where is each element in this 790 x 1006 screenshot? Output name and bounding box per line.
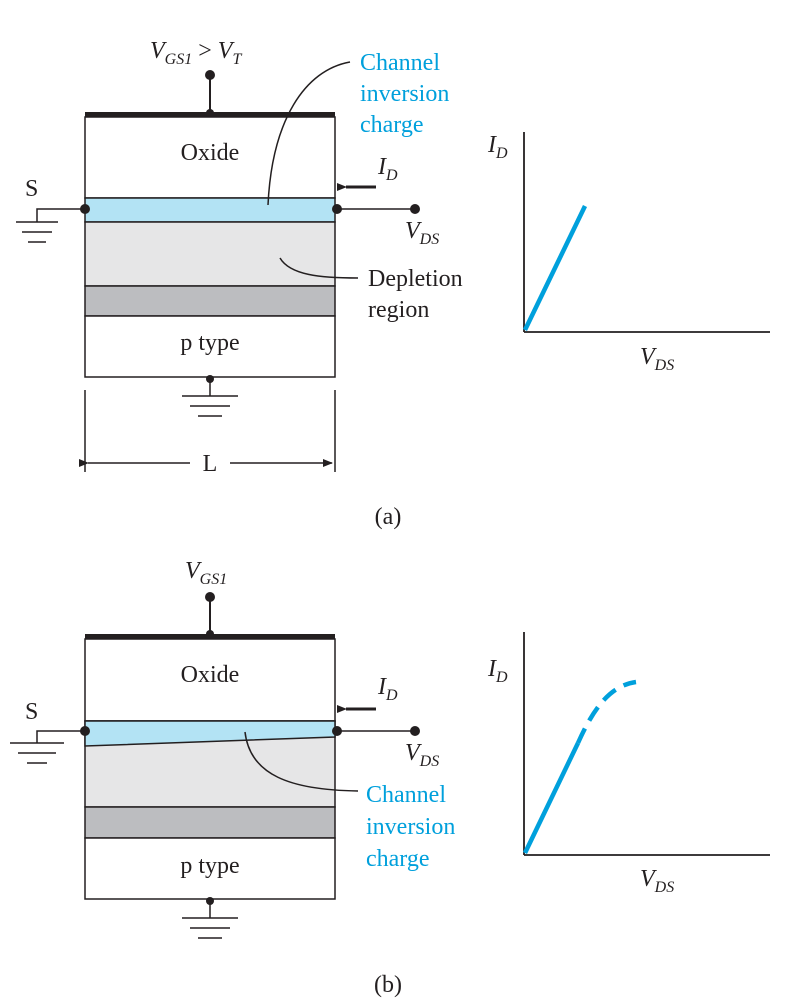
channel-callout-line [244, 731, 359, 792]
drain-current-label: ID [377, 674, 398, 704]
source-label: S [25, 176, 38, 202]
depletion-label: Depletion region [368, 266, 469, 323]
gate-electrode [85, 112, 335, 117]
doped-layer [84, 806, 336, 839]
panel-b: VGS1 Oxide p type S ID VDS [10, 558, 770, 998]
gate-electrode [85, 634, 335, 639]
graph-b-curve-linear [522, 742, 581, 854]
length-label: L [203, 451, 218, 477]
source-lead [36, 208, 85, 222]
source-label: S [25, 699, 38, 725]
ground-icon [10, 742, 64, 764]
graph-a-curve-linear [522, 205, 588, 331]
drain-voltage-label: VDS [405, 740, 439, 770]
oxide-label: Oxide [181, 140, 240, 166]
depletion-callout-line [279, 257, 359, 279]
drain-current-label: ID [377, 154, 398, 184]
ground-icon [16, 221, 58, 243]
oxide-label: Oxide [181, 662, 240, 688]
graph-b-xlabel: VDS [640, 866, 674, 896]
channel-callout-line [267, 61, 351, 206]
gate-voltage-label: VGS1 > VT [150, 38, 242, 68]
channel-label: Channel inversion charge [360, 50, 455, 138]
p-type-substrate [84, 315, 336, 378]
graph-b: ID VDS [487, 632, 770, 896]
channel-label: Channel inversion charge [366, 782, 461, 872]
substrate-label: p type [180, 853, 239, 879]
graph-a-xlabel: VDS [640, 344, 674, 374]
gate-voltage-label: VGS1 [185, 558, 227, 588]
channel-inversion-layer [84, 197, 336, 223]
graph-b-curve-saturation [575, 679, 637, 744]
panel-a: VGS1 > VT Oxide p type S ID [16, 38, 770, 530]
drain-terminal [410, 726, 420, 736]
caption-b: (b) [374, 972, 402, 998]
depletion-region [84, 221, 336, 287]
ground-icon [182, 395, 238, 417]
doped-layer [84, 285, 336, 317]
oxide-layer [84, 638, 336, 722]
graph-a: ID VDS [487, 132, 770, 374]
substrate-label: p type [180, 330, 239, 356]
drain-terminal [410, 204, 420, 214]
oxide-layer [84, 116, 336, 199]
caption-a: (a) [375, 504, 402, 530]
p-type-substrate [84, 837, 336, 900]
ground-icon [182, 917, 238, 939]
drain-voltage-label: VDS [405, 218, 439, 248]
source-lead [36, 730, 85, 743]
graph-a-ylabel: ID [487, 132, 508, 162]
graph-b-ylabel: ID [487, 656, 508, 686]
channel-inversion-layer [84, 720, 336, 747]
